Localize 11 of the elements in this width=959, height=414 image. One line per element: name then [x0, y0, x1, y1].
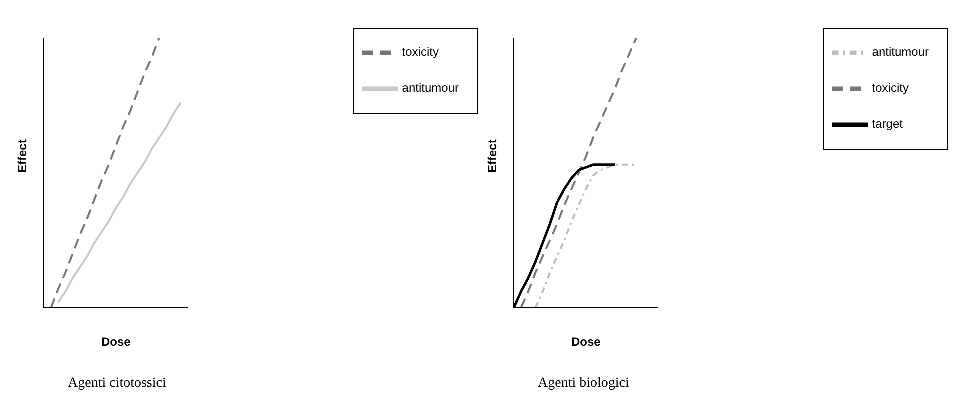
legend-label: antitumour: [872, 45, 929, 60]
y-axis-title: Effect: [15, 140, 30, 173]
x-axis-title: Dose: [101, 335, 132, 349]
legend-label: toxicity: [402, 45, 439, 60]
legend-label: toxicity: [872, 81, 909, 96]
x-axis-title: Dose: [571, 335, 602, 349]
text: Agenti biologici: [537, 376, 630, 392]
text: Agenti citotossici: [67, 376, 168, 392]
legend-label: target: [872, 117, 903, 132]
legend-label: antitumour: [402, 81, 459, 96]
y-axis-title: Effect: [485, 140, 500, 173]
